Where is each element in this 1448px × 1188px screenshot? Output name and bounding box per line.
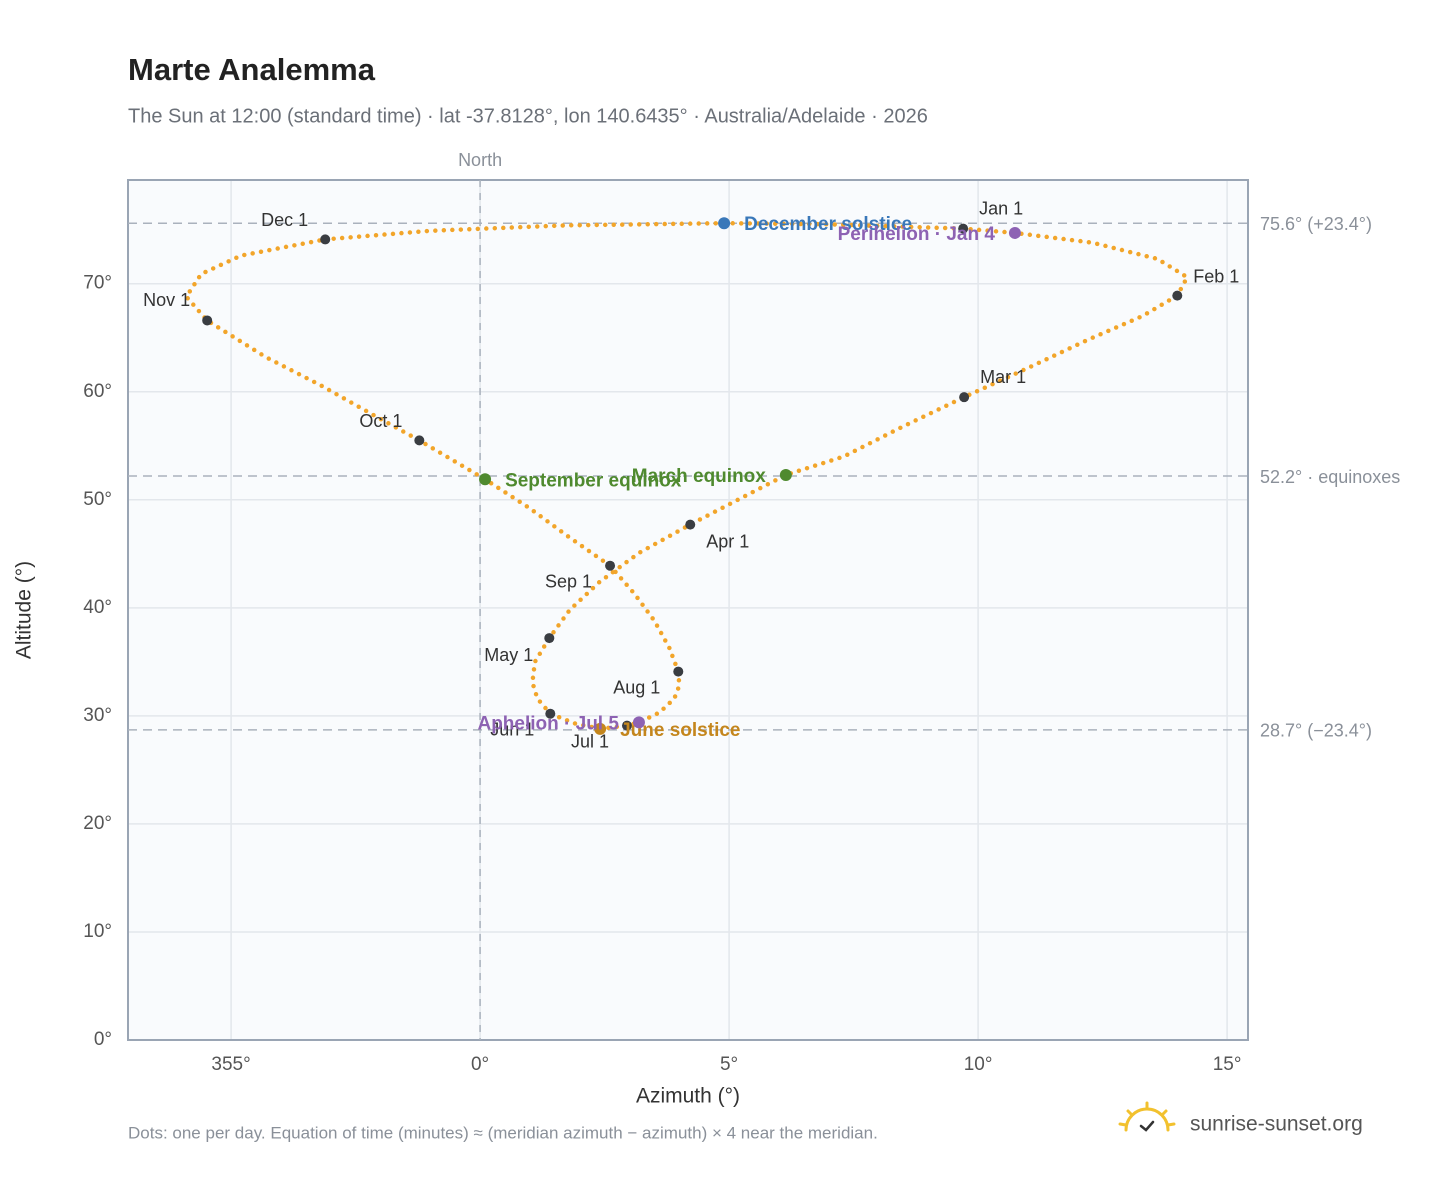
reference-label: 75.6° (+23.4°) [1260,214,1372,234]
month-marker [605,560,616,571]
event-label: September equinox [505,470,682,491]
event-marker [779,468,792,481]
x-tick-label: 15° [1213,1054,1242,1075]
month-label: Nov 1 [143,290,190,310]
month-marker [320,234,331,245]
month-label: Feb 1 [1193,266,1239,286]
month-marker [544,633,555,644]
month-label: Jul 1 [571,731,609,751]
month-label: Apr 1 [706,531,749,551]
month-marker [545,708,556,719]
month-label: Aug 1 [613,677,660,697]
month-marker [673,666,684,677]
month-label: Jan 1 [979,198,1023,218]
month-label: Oct 1 [359,411,402,431]
event-marker [594,722,607,735]
plot-frame [127,179,1249,1041]
event-marker [632,716,645,729]
plot-area [128,180,1248,1040]
month-label: Mar 1 [980,367,1026,387]
month-marker [621,720,632,731]
x-tick-label: 0° [471,1054,489,1075]
month-marker [202,315,213,326]
event-marker [479,473,492,486]
month-marker [958,223,969,234]
x-tick-label: 10° [964,1054,993,1075]
month-label: May 1 [484,645,533,665]
footnote: Dots: one per day. Equation of time (min… [128,1123,878,1142]
x-axis-title: Azimuth (°) [636,1085,740,1108]
month-marker [959,392,970,403]
reference-label: 28.7° (−23.4°) [1260,721,1372,741]
y-tick-label: 20° [83,813,112,834]
event-label: Aphelion · Jul 5 [477,713,619,734]
y-tick-label: 50° [83,489,112,510]
brand: sunrise-sunset.org [1190,1113,1363,1136]
event-marker [1008,226,1021,239]
chart-subtitle: The Sun at 12:00 (standard time) · lat -… [128,105,928,127]
event-label: June solstice [620,720,740,741]
y-tick-label: 70° [83,273,112,294]
month-label: Jun 1 [490,719,534,739]
event-label: Perihelion · Jan 4 [838,224,996,245]
event-label: December solstice [744,214,912,235]
x-tick-label: 5° [720,1054,738,1075]
event-marker [718,217,731,230]
month-label: Sep 1 [545,571,592,591]
month-marker [414,435,425,446]
y-tick-label: 40° [83,597,112,618]
y-tick-label: 60° [83,381,112,402]
y-axis-title: Altitude (°) [13,561,36,659]
month-label: Dec 1 [261,210,308,230]
x-tick-label: 355° [211,1054,250,1075]
reference-label: 52.2° · equinoxes [1260,467,1400,487]
north-label: North [458,150,502,170]
y-tick-label: 10° [83,921,112,942]
brand-logo [1118,1101,1176,1132]
chart-title: Marte Analemma [128,52,376,87]
event-label: March equinox [632,466,767,487]
month-marker [685,519,696,530]
y-tick-label: 30° [83,705,112,726]
month-marker [1172,290,1183,301]
y-tick-label: 0° [94,1029,112,1050]
